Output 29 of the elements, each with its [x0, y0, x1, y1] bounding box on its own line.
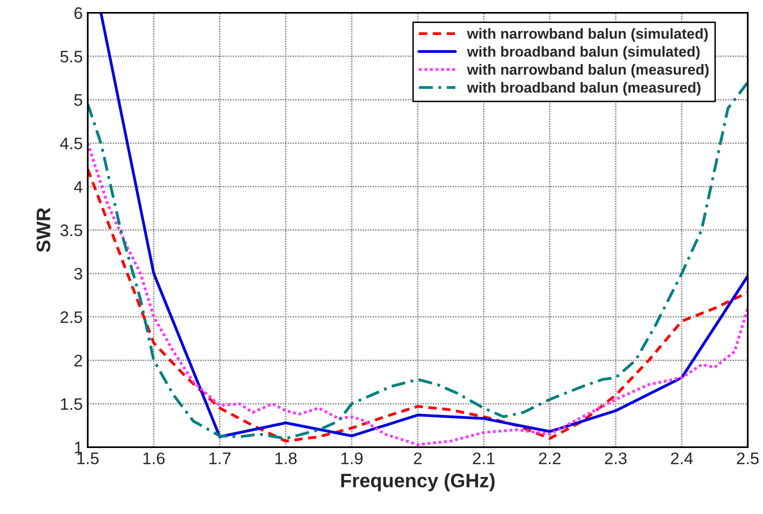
y-tick-label: 2	[74, 354, 82, 366]
x-axis-title: Frequency (GHz)	[341, 473, 495, 492]
y-tick-label: 3.5	[60, 224, 82, 236]
x-tick-label: 1.7	[209, 452, 230, 464]
x-tick-label: 1.8	[275, 452, 297, 464]
legend-label: with narrowband balun (measured)	[466, 64, 709, 78]
y-tick-label: 4.5	[60, 138, 82, 150]
x-tick-label: 2.1	[472, 452, 495, 464]
x-tick-label: 2.2	[538, 452, 560, 464]
y-axis-title: SWR	[36, 208, 50, 252]
y-tick-label: 1	[74, 442, 82, 454]
y-tick-label: 5	[74, 94, 82, 106]
x-tick-label: 1.9	[341, 452, 363, 464]
y-tick-label: 4	[74, 181, 82, 193]
x-tick-label: 2.4	[670, 452, 693, 464]
y-tick-label: 1.5	[60, 398, 82, 410]
line-series	[100, 12, 748, 438]
line-series	[88, 80, 748, 440]
y-tick-label: 2.5	[60, 311, 82, 324]
legend-label: with broadband balun (measured)	[466, 82, 700, 96]
x-tick-label: 2	[414, 452, 422, 464]
legend-label: with broadband balun (simulated)	[466, 46, 700, 60]
x-tick-label: 1.6	[143, 452, 165, 464]
y-tick-label: 3	[74, 268, 82, 280]
y-tick-label: 6	[74, 7, 82, 20]
x-tick-label: 2.5	[736, 452, 759, 464]
y-tick-label: 5.5	[60, 50, 82, 62]
x-tick-label: 2.3	[604, 452, 627, 464]
legend-label: with narrowband balun (simulated)	[466, 28, 708, 42]
